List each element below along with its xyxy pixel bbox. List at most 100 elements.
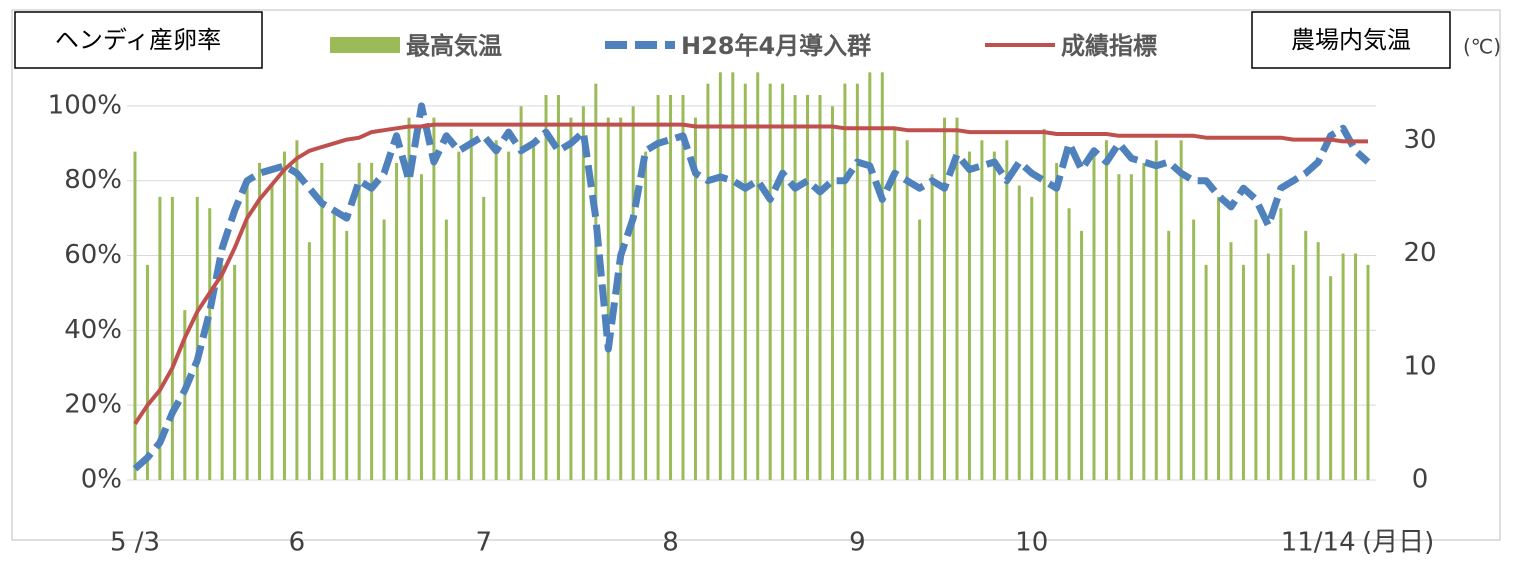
x-tick-label: 5 /3 <box>110 528 160 558</box>
bar <box>1266 253 1270 480</box>
chart-frame <box>11 9 1501 541</box>
bar <box>1030 196 1034 480</box>
y2-label-box <box>1251 11 1451 69</box>
bar <box>357 162 361 480</box>
bar <box>507 151 511 480</box>
bar <box>656 94 660 481</box>
bar <box>444 219 448 481</box>
bar <box>170 196 174 480</box>
bar <box>1354 253 1358 480</box>
bar <box>195 196 199 480</box>
bar <box>1117 174 1121 481</box>
bar <box>594 83 598 480</box>
legend-swatch <box>330 37 400 53</box>
bar <box>1092 151 1096 480</box>
bar <box>743 83 747 480</box>
bar <box>1055 162 1059 480</box>
bar <box>1005 140 1009 480</box>
bar <box>1254 219 1258 481</box>
bar <box>382 219 386 481</box>
bar <box>320 162 324 480</box>
legend-label: 最高気温 <box>406 32 502 60</box>
bar <box>345 230 349 480</box>
bar <box>855 83 859 480</box>
bar <box>407 117 411 481</box>
bar <box>631 106 635 480</box>
bar <box>1341 253 1345 480</box>
bar <box>1080 230 1084 480</box>
y2-tick-label: 20 <box>1403 238 1436 268</box>
bar <box>1017 185 1021 480</box>
bar <box>158 196 162 480</box>
bar <box>419 174 423 481</box>
bar <box>1217 196 1221 480</box>
bar <box>133 151 137 480</box>
y-tick-label: 60% <box>64 240 122 270</box>
bar <box>731 72 735 480</box>
bar <box>1142 162 1146 480</box>
bar <box>818 94 822 481</box>
y2-unit: (℃) <box>1463 35 1501 59</box>
legend-label: 成績指標 <box>1061 32 1157 60</box>
x-tick-label: 7 <box>475 528 492 558</box>
y2-tick-label: 10 <box>1403 351 1436 381</box>
bar <box>893 128 897 480</box>
bar <box>1192 219 1196 481</box>
bar <box>644 151 648 480</box>
bar <box>1067 208 1071 480</box>
bar <box>544 94 548 481</box>
bar <box>145 264 149 480</box>
bar <box>980 140 984 480</box>
y-tick-label: 20% <box>64 390 122 420</box>
bar <box>880 72 884 480</box>
bar <box>930 174 934 481</box>
bar <box>1329 276 1333 480</box>
bar <box>768 83 772 480</box>
bar <box>1204 264 1208 480</box>
bar <box>781 83 785 480</box>
bar <box>793 94 797 481</box>
x-tick-label: 10 <box>1015 528 1048 558</box>
bar <box>843 83 847 480</box>
bar <box>332 208 336 480</box>
y-label-box <box>14 11 263 69</box>
bar <box>681 94 685 481</box>
dashed-line <box>132 102 1371 472</box>
bar <box>830 106 834 480</box>
bar <box>1129 174 1133 481</box>
bar <box>1241 264 1245 480</box>
bar <box>295 140 299 480</box>
y-tick-label: 40% <box>64 315 122 345</box>
bar <box>1304 230 1308 480</box>
bar <box>270 185 274 480</box>
bar <box>581 106 585 480</box>
bar <box>718 72 722 480</box>
bar <box>943 117 947 481</box>
bar <box>432 117 436 481</box>
bar <box>1154 140 1158 480</box>
bar <box>532 140 536 480</box>
bar <box>1042 128 1046 480</box>
bar <box>282 151 286 480</box>
bar <box>905 140 909 480</box>
x-tick-label: 8 <box>662 528 679 558</box>
bar <box>967 151 971 480</box>
bar <box>258 162 262 480</box>
bar <box>482 196 486 480</box>
bar <box>868 72 872 480</box>
y-tick-label: 80% <box>64 165 122 195</box>
bar <box>1366 264 1370 480</box>
y2-tick-label: 0 <box>1412 465 1429 495</box>
y-tick-label: 100% <box>48 90 122 120</box>
bar <box>519 106 523 480</box>
bar <box>1229 242 1233 480</box>
bar <box>556 94 560 481</box>
bar <box>233 264 237 480</box>
bar <box>208 208 212 480</box>
bar <box>606 117 610 481</box>
y2-tick-label: 30 <box>1403 125 1436 155</box>
bar <box>1167 230 1171 480</box>
bar <box>457 151 461 480</box>
x-tick-label: 9 <box>849 528 866 558</box>
bar <box>992 151 996 480</box>
